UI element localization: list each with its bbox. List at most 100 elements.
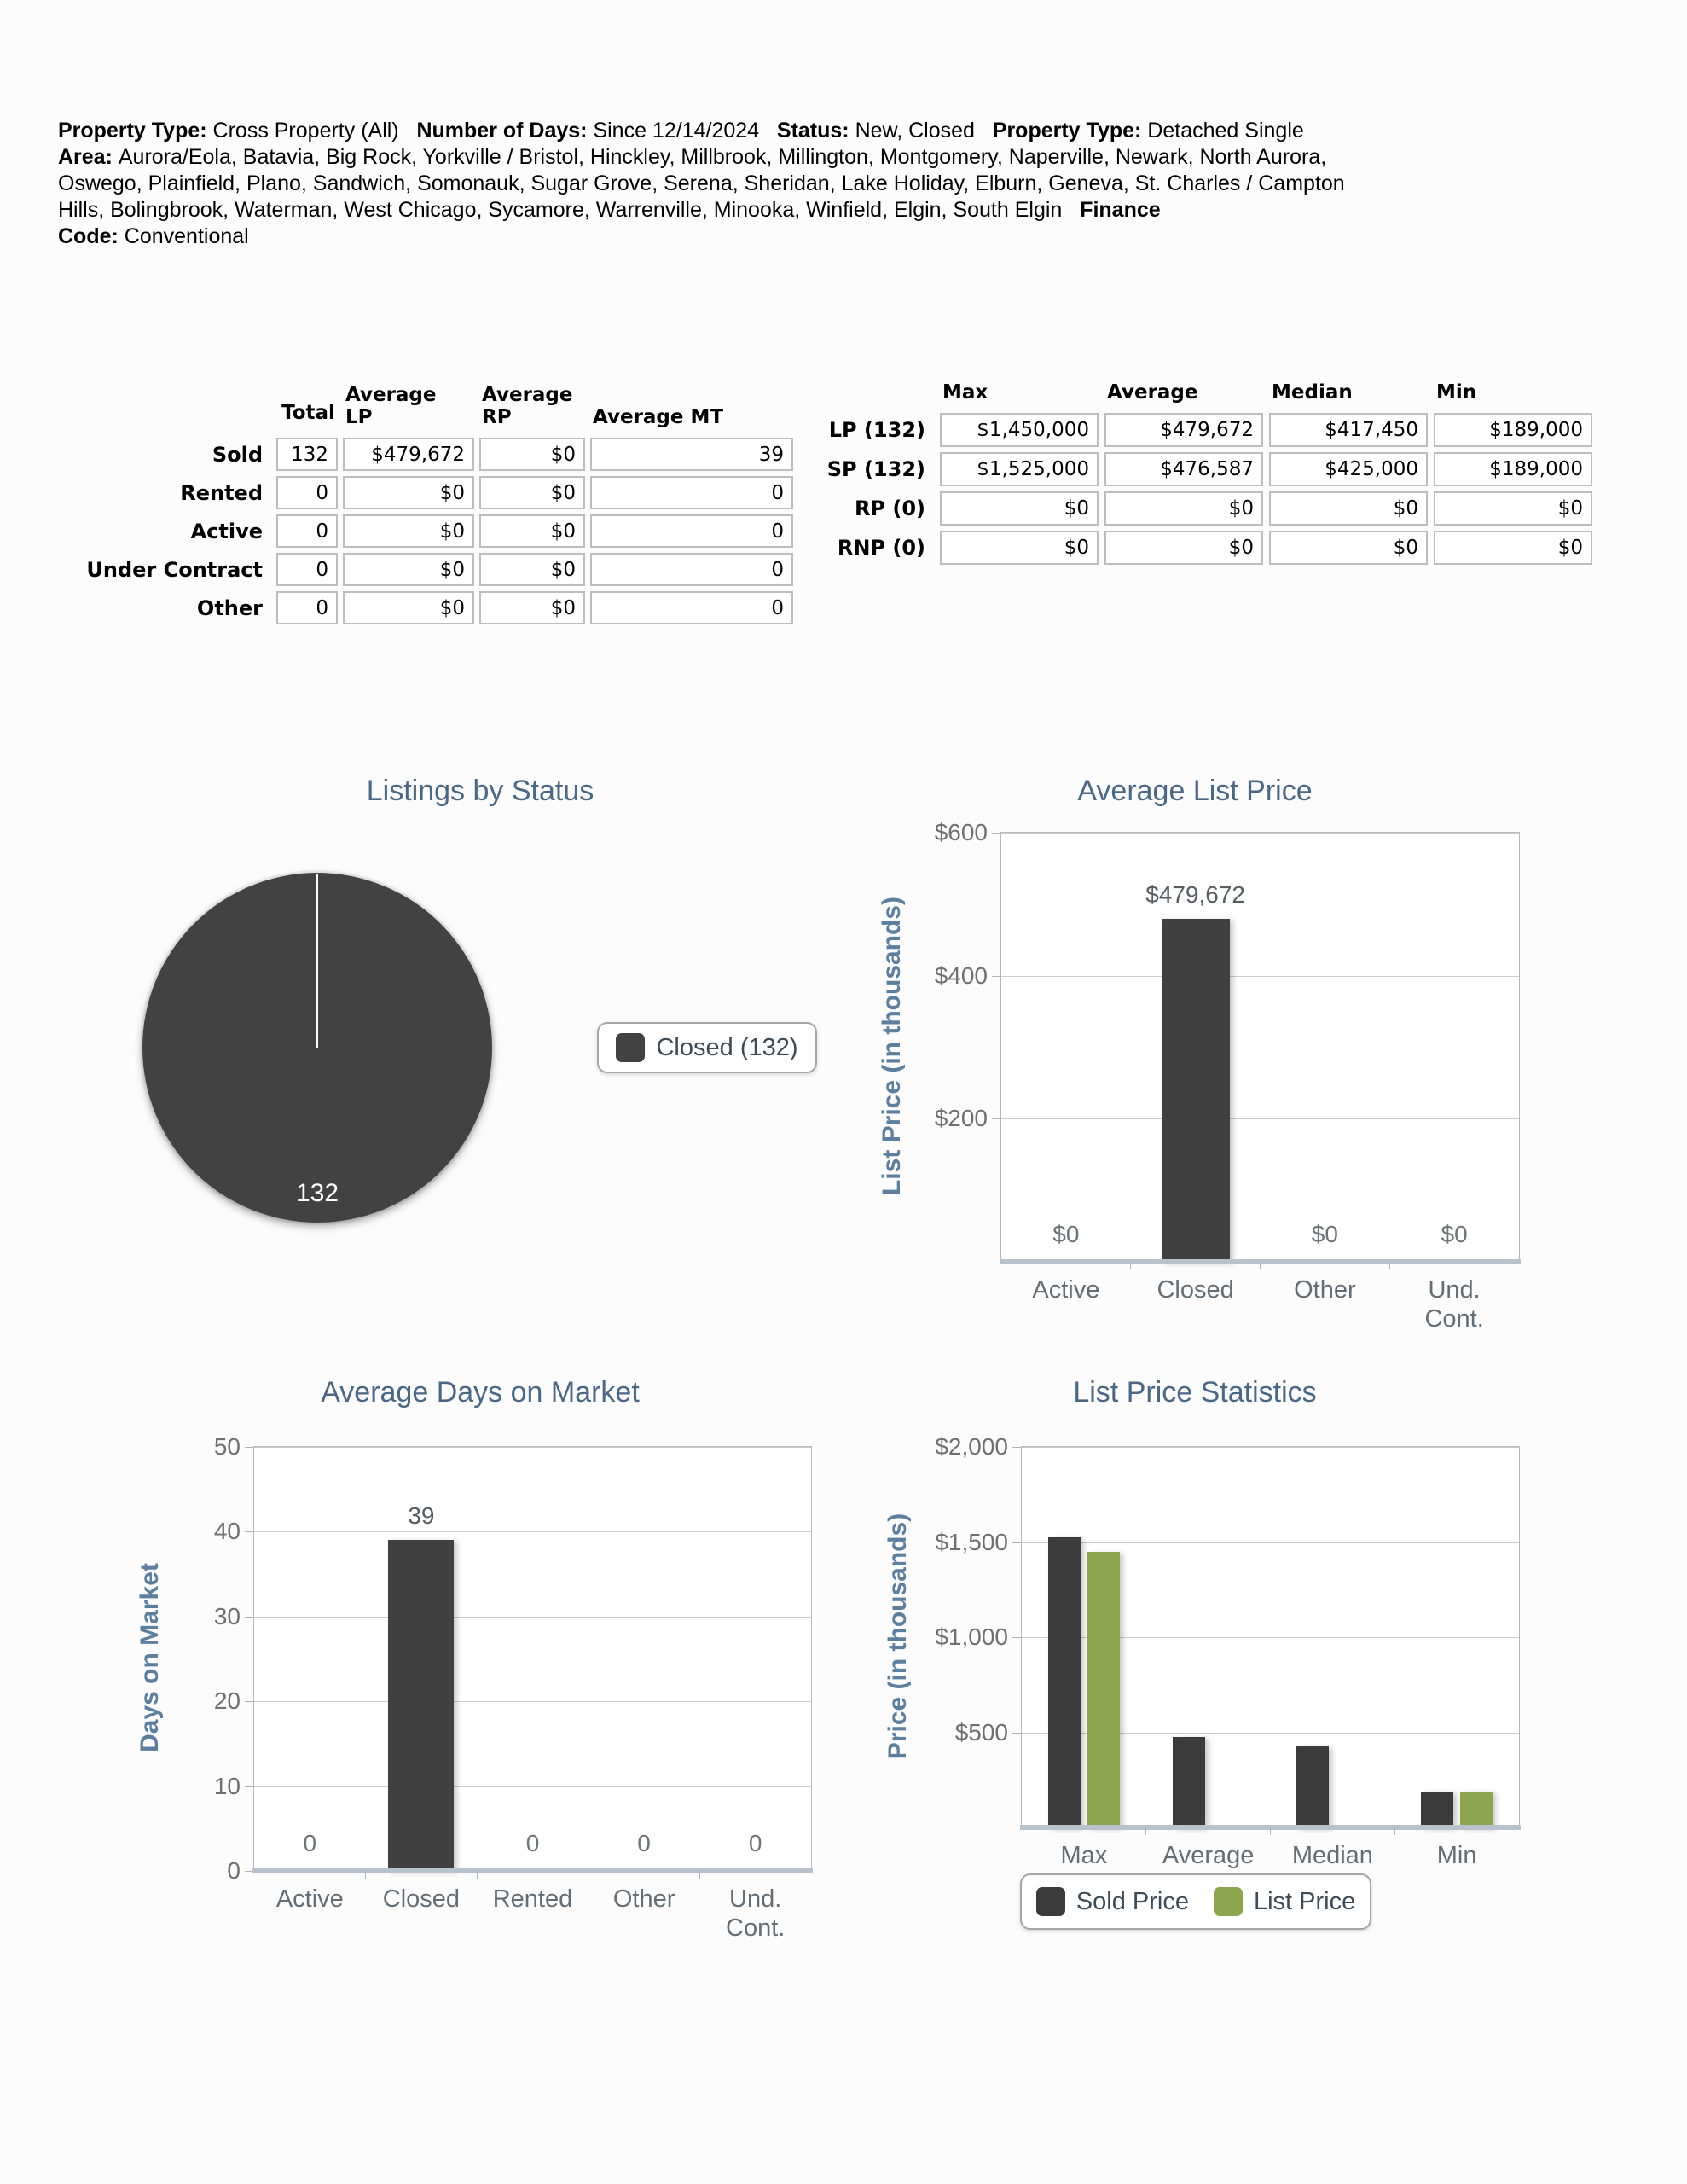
chart-title-average-days-on-market: Average Days on Market: [321, 1376, 640, 1409]
x-category-label: Closed: [1157, 1276, 1234, 1304]
chart-title-list-price-statistics: List Price Statistics: [1073, 1376, 1317, 1409]
y-tick-mark: [245, 1616, 254, 1618]
legend-label-list-price: List Price: [1253, 1887, 1356, 1915]
table-cell: $0: [343, 553, 474, 586]
y-tick-label: $2,000: [935, 1433, 1008, 1460]
header-segment: Conventional: [124, 224, 249, 248]
table-col-header: Average: [1107, 381, 1198, 404]
bar-sold-price: [1172, 1736, 1205, 1827]
x-category-label: Closed: [382, 1885, 461, 1913]
table-cell: $0: [343, 591, 474, 624]
table-col-header: Total: [281, 401, 335, 424]
bar-value-label: $0: [1052, 1221, 1080, 1247]
table-cell: $476,587: [1104, 452, 1263, 486]
x-tick-mark: [365, 1871, 367, 1879]
table-cell: $0: [1104, 531, 1263, 565]
gridline: [1001, 833, 1519, 834]
table-cell: $189,000: [1434, 413, 1592, 447]
bar-value-label: 0: [637, 1830, 651, 1856]
x-tick-mark: [1270, 1827, 1271, 1835]
y-tick-mark: [1012, 1732, 1022, 1734]
bar-value-label: $0: [1311, 1221, 1338, 1247]
y-tick-mark: [992, 975, 1001, 977]
gridline: [254, 1447, 811, 1448]
table-col-header: Average RP: [482, 384, 573, 428]
gridline: [1001, 1118, 1519, 1120]
report-header: Property Type: Cross Property (All) Numb…: [58, 118, 1345, 250]
x-category-label: Other: [1294, 1276, 1356, 1304]
x-tick-mark: [1145, 1827, 1147, 1835]
x-category-label: Rented: [492, 1885, 573, 1913]
table-cell: $417,450: [1269, 413, 1428, 447]
table-row-label: Other: [196, 595, 263, 620]
y-tick-label: $600: [934, 819, 988, 845]
table-cell: $0: [479, 591, 585, 624]
y-tick-mark: [992, 833, 1001, 834]
chart-title-listings-by-status: Listings by Status: [366, 775, 594, 807]
gridline: [254, 1616, 811, 1618]
stats-table: Max Average Median Min LP (132) $1,450,000 $47…: [810, 381, 1592, 565]
header-line: Hills, Bolingbrook, Waterman, West Chica…: [58, 197, 1345, 224]
bar-value-label: $479,672: [1145, 880, 1246, 908]
chart-title-average-list-price: Average List Price: [1077, 775, 1313, 807]
y-tick-mark: [992, 1118, 1001, 1120]
gridline: [254, 1531, 811, 1533]
gridline: [1022, 1447, 1519, 1448]
table-cell: 0: [276, 553, 338, 586]
table-cell: 0: [590, 514, 793, 548]
header-segment: Finance: [1080, 198, 1161, 222]
y-tick-label: 40: [213, 1518, 241, 1545]
header-segment: Detached Single: [1147, 119, 1304, 142]
table-cell: 0: [590, 476, 793, 509]
x-tick-mark: [476, 1871, 478, 1879]
table-row-label: Active: [190, 519, 263, 543]
header-segment: Oswego, Plainfield, Plano, Sandwich, Som…: [58, 171, 1345, 195]
table-cell: $0: [343, 476, 474, 509]
table-cell: $0: [940, 491, 1099, 526]
table-corner: [810, 382, 934, 408]
y-tick-label: 20: [213, 1687, 241, 1715]
x-tick-mark: [1260, 1262, 1261, 1269]
x-category-label: Median: [1291, 1842, 1373, 1869]
gridline: [1022, 1637, 1519, 1638]
table-cell: $0: [479, 553, 585, 586]
table-col-header: Min: [1436, 381, 1477, 404]
bar-value-label: $0: [1441, 1221, 1468, 1247]
table-cell: $1,525,000: [940, 452, 1099, 486]
y-tick-mark: [1012, 1447, 1022, 1448]
table-cell: 0: [276, 514, 338, 548]
bar-sold-price: [1421, 1791, 1454, 1827]
y-tick-label: $500: [954, 1718, 1008, 1745]
table-cell: $0: [1269, 531, 1428, 565]
y-tick-mark: [1012, 1542, 1022, 1543]
x-category-label: Und. Cont.: [726, 1885, 786, 1942]
gridline: [1022, 1542, 1519, 1543]
table-cell: 0: [590, 591, 793, 624]
table-cell: $189,000: [1434, 452, 1592, 486]
pie-value-label: 132: [295, 1179, 339, 1207]
bar-value-label: 0: [525, 1830, 540, 1856]
x-category-label: Max: [1060, 1842, 1108, 1869]
table-corner: [58, 378, 271, 433]
y-tick-mark: [245, 1531, 254, 1533]
x-tick-mark: [699, 1871, 700, 1879]
table-cell: 132: [276, 438, 338, 471]
gridline: [1022, 1732, 1519, 1734]
y-tick-label: 50: [213, 1433, 241, 1460]
x-tick-mark: [1394, 1827, 1395, 1835]
header-segment: Area:: [58, 145, 119, 169]
x-category-label: Min: [1436, 1842, 1477, 1869]
table-cell: $1,450,000: [940, 413, 1099, 447]
header-segment: Hills, Bolingbrook, Waterman, West Chica…: [58, 198, 1081, 222]
y-tick-label: $200: [934, 1105, 988, 1132]
table-cell: $0: [1269, 491, 1428, 526]
table-col-header: Average LP: [345, 384, 437, 428]
y-tick-mark: [245, 1786, 254, 1787]
header-segment: Aurora/Eola, Batavia, Big Rock, Yorkvill…: [118, 145, 1327, 169]
list-price-swatch-icon: [1213, 1887, 1243, 1916]
header-segment: Number of Days:: [416, 119, 594, 142]
header-segment: New, Closed: [855, 119, 993, 142]
y-tick-label: $400: [934, 961, 988, 989]
bar-value-label: 0: [748, 1830, 762, 1856]
x-category-label: Und. Cont.: [1424, 1276, 1484, 1333]
